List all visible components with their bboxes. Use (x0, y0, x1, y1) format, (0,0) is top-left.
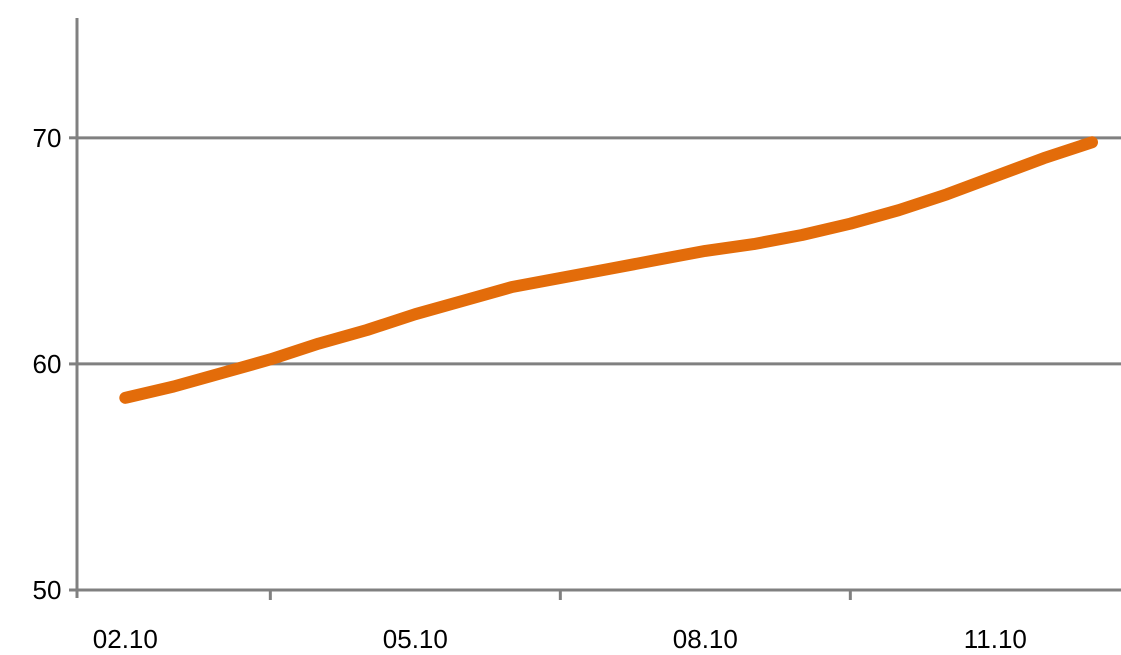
x-tick-label-02.10: 02.10 (93, 624, 158, 654)
y-tick-label-50: 50 (33, 575, 62, 605)
y-tick-label-60: 60 (33, 349, 62, 379)
series-layer (119, 136, 1098, 404)
x-tick-label-11.10: 11.10 (964, 624, 1027, 654)
x-axis-ticks: 02.10 05.10 08.10 11.10 (93, 590, 1027, 654)
y-tick-label-70: 70 (33, 123, 62, 153)
x-tick-label-05.10: 05.10 (383, 624, 448, 654)
x-tick-label-08.10: 08.10 (673, 624, 738, 654)
axes (69, 18, 1121, 598)
gridlines (77, 136, 1121, 366)
y-axis-ticks: 50 60 70 (33, 123, 77, 605)
